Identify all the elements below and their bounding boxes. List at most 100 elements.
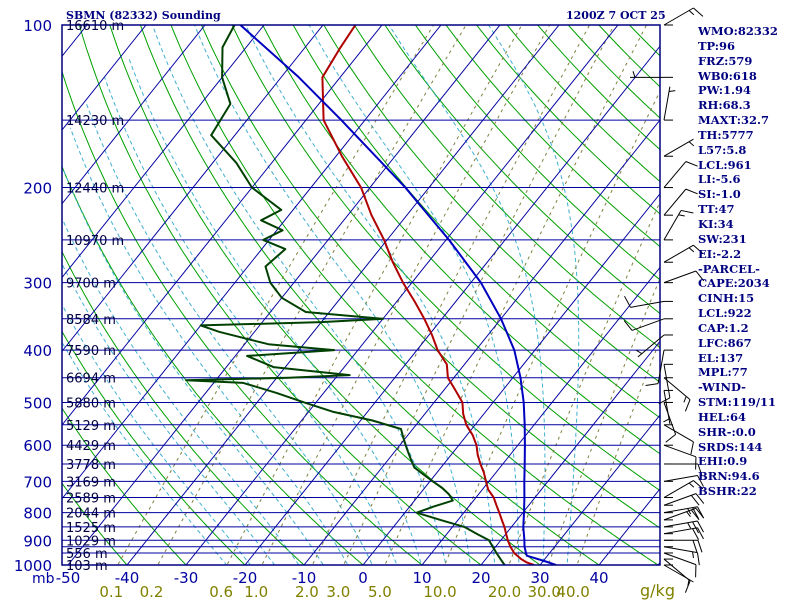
wind-barb-flag — [690, 494, 700, 506]
isotherm-line — [539, 414, 660, 565]
index-line: STM:119/11 — [698, 395, 777, 410]
dry-adiabat-line — [78, 25, 482, 565]
pressure-label: 700 — [23, 473, 52, 491]
wind-barb-shaft — [631, 318, 665, 331]
dry-adiabat-line — [231, 25, 660, 492]
profiles — [185, 25, 557, 565]
wind-barb — [663, 493, 705, 506]
mixing-ratio-label: 30.0 — [528, 583, 561, 600]
isotherm-line — [126, 25, 560, 565]
height-label: 5129 m — [66, 419, 116, 434]
dry-adiabat-line — [62, 407, 187, 565]
pressure-label: 400 — [23, 342, 52, 360]
wind-barb-shaft — [663, 480, 694, 498]
pressure-label: 600 — [23, 437, 52, 455]
mixing-ratio-line — [157, 25, 467, 565]
wind-barb-flag — [697, 475, 704, 487]
index-line: LI:-5.6 — [698, 172, 741, 187]
temperature-tick-labels: -50 -40 -30 -20 -10 0 10 20 30 40 — [56, 569, 609, 587]
wind-barb-flag — [693, 244, 704, 255]
wind-barb-flag — [684, 580, 691, 593]
wind-barb-shaft — [663, 444, 697, 458]
pressure-label: 800 — [23, 505, 52, 523]
wind-barb-flag — [665, 434, 676, 443]
index-line: TH:5777 — [698, 127, 754, 142]
mixing-ratio-label: 0.2 — [140, 583, 164, 600]
wind-barb-half-flag — [668, 90, 676, 93]
wind-barb-shaft — [637, 334, 665, 358]
moist-adiabat-line — [245, 25, 496, 565]
mixing-ratio-line — [576, 339, 660, 565]
wind-barb-shaft — [663, 86, 671, 121]
wind-barb — [663, 188, 698, 216]
wind-barb-half-flag — [688, 10, 695, 16]
dry-adiabat-line — [262, 25, 660, 455]
wind-barb-shaft — [663, 546, 698, 554]
wind-barb-flag — [692, 507, 700, 519]
wind-barb-shaft — [663, 424, 694, 443]
index-line: HEL:64 — [698, 409, 746, 424]
mixing-ratio-label: 0.1 — [99, 583, 123, 600]
wind-barb-half-flag — [688, 482, 695, 488]
moist-adiabat-line — [62, 303, 252, 565]
index-line: LFC:867 — [698, 335, 752, 350]
dry-adiabat-line — [62, 482, 128, 565]
temperature-tick-label: 10 — [412, 569, 431, 587]
wind-barb-flag — [692, 528, 700, 541]
wind-barb-shaft — [663, 364, 671, 398]
moist-adiabat-line — [86, 103, 373, 565]
wind-barb — [630, 71, 673, 78]
dry-adiabat-line — [384, 25, 660, 315]
mixing-ratio-line — [444, 90, 660, 565]
height-label: 8584 m — [66, 313, 116, 328]
wind-barb-half-flag — [688, 141, 695, 147]
wind-barb-shaft — [663, 138, 694, 157]
index-line: EI:-2.2 — [698, 246, 742, 261]
wind-barb — [663, 520, 704, 534]
wind-barb — [663, 138, 695, 157]
dry-adiabat-line — [200, 25, 660, 529]
pressure-labels: 100 200 300 400 500 600 700 800 900 1000 — [14, 17, 52, 575]
wind-barb-half-flag — [686, 511, 691, 517]
height-label: 103 m — [66, 559, 108, 574]
temperature-tick-label: -10 — [292, 569, 317, 587]
moist-adiabat-line — [488, 25, 580, 565]
dry-adiabat-line — [62, 69, 423, 565]
index-line: CAPE:2034 — [698, 276, 770, 291]
wind-barb-shaft — [663, 558, 691, 582]
mixing-ratio-label: 1.0 — [244, 583, 268, 600]
height-label: 2044 m — [66, 507, 116, 522]
wind-barb-flag — [685, 188, 698, 195]
wind-barb-shaft — [630, 300, 665, 308]
index-line: TT:47 — [698, 202, 735, 217]
index-line: CINH:15 — [698, 291, 755, 306]
index-line: PW:1.94 — [698, 83, 752, 98]
station-title: SBMN (82332) Sounding — [66, 9, 221, 22]
dry-adiabat-line — [62, 250, 305, 565]
pressure-label: 200 — [23, 180, 52, 198]
height-label: 6694 m — [66, 372, 116, 387]
moist-adiabat-line — [62, 341, 228, 565]
wind-barb-shaft — [663, 493, 697, 506]
mixing-ratio-label: 5.0 — [368, 583, 392, 600]
mixing-ratio-label: 40.0 — [556, 583, 589, 600]
wind-barb — [663, 86, 676, 121]
height-label: 3169 m — [66, 475, 116, 490]
moist-adiabat-line — [152, 25, 447, 565]
pressure-label: 100 — [23, 17, 52, 35]
height-label: 12440 m — [66, 182, 124, 197]
wind-barb — [663, 480, 704, 499]
mixing-ratio-line — [343, 25, 615, 565]
index-line: CAP:1.2 — [698, 320, 749, 335]
temperature-tick-label: 30 — [530, 569, 549, 587]
isotherm-line — [480, 340, 660, 565]
temperature-tick-label: -20 — [233, 569, 258, 587]
mixing-ratio-line — [226, 25, 523, 565]
wind-barb — [645, 349, 673, 386]
height-label: 3778 m — [66, 458, 116, 473]
dry-adiabat-line — [139, 25, 600, 565]
wind-barb-half-flag — [688, 247, 695, 253]
mixing-ratio-line — [117, 25, 434, 565]
index-line: L57:5.8 — [698, 142, 747, 157]
